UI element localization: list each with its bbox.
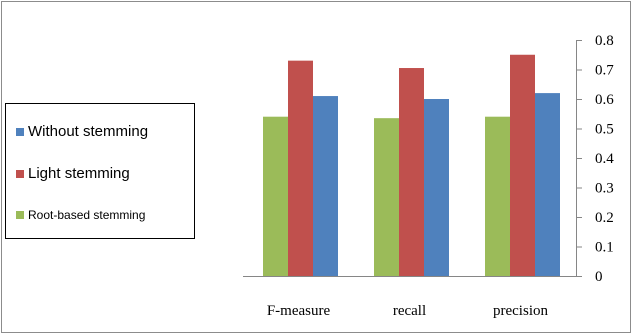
x-category-label: recall (393, 303, 426, 319)
legend-swatch (16, 211, 24, 219)
bar-without-stemming-precision (535, 93, 560, 276)
x-category-label: precision (493, 303, 548, 319)
legend-item: Light stemming (16, 165, 130, 182)
y-tick-label: 0.7 (595, 63, 614, 79)
y-tick-label: 0.8 (595, 33, 614, 49)
legend-label: Without stemming (28, 123, 149, 140)
legend-swatch (16, 127, 24, 136)
bar-light-stemming-precision (510, 54, 535, 276)
bar-light-stemming-recall (399, 68, 424, 277)
y-tick-label: 0 (595, 269, 603, 285)
bar-root-based-stemming-recall (374, 118, 399, 276)
legend-label: Light stemming (28, 165, 130, 182)
y-tick-label: 0.2 (595, 210, 614, 226)
x-category-label: F-measure (267, 303, 331, 319)
y-tick-label: 0.6 (595, 92, 614, 108)
legend: Without stemming Light stemming Root-based… (5, 103, 195, 239)
bar-without-stemming-f-measure (313, 96, 338, 276)
bar-light-stemming-f-measure (288, 60, 313, 277)
legend-item: Root-based stemming (16, 208, 145, 222)
bar-root-based-stemming-f-measure (263, 116, 288, 276)
bar-root-based-stemming-precision (485, 116, 510, 276)
y-tick-label: 0.5 (595, 122, 614, 138)
bar-without-stemming-recall (424, 99, 449, 276)
y-tick-label: 0.3 (595, 181, 614, 197)
y-tick-label: 0.4 (595, 151, 614, 167)
legend-label: Root-based stemming (28, 208, 146, 222)
legend-swatch (16, 169, 24, 178)
y-tick-label: 0.1 (595, 240, 614, 256)
legend-item: Without stemming (16, 123, 148, 140)
